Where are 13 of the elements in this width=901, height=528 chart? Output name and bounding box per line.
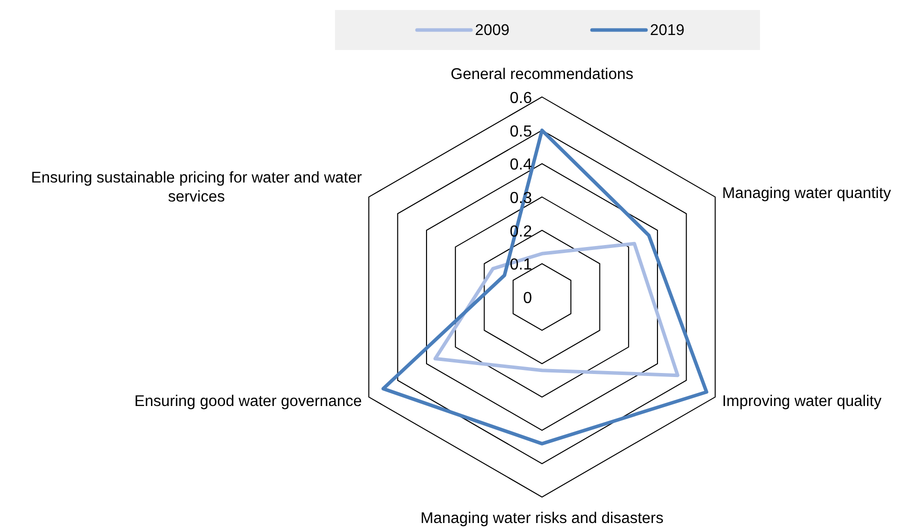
spoke-label: Improving water quality: [722, 393, 882, 410]
y-tick-label: 0: [523, 290, 532, 307]
spoke-label: Managing water quantity: [722, 185, 892, 202]
y-tick-label: 0.6: [510, 90, 532, 107]
spoke-label: General recommendations: [450, 66, 634, 83]
y-tick-label: 0.4: [510, 156, 532, 174]
spoke-label: Ensuring good water governance: [134, 393, 362, 410]
spoke-label: Managing water risks and disasters: [420, 510, 664, 527]
y-tick-label: 0.5: [510, 123, 532, 140]
y-tick-label: 0.1: [510, 256, 532, 274]
legend-label: 2009: [475, 22, 510, 39]
legend-label: 2019: [650, 22, 684, 39]
spoke-label: Ensuring sustainable pricing for water and water services: [31, 170, 362, 206]
